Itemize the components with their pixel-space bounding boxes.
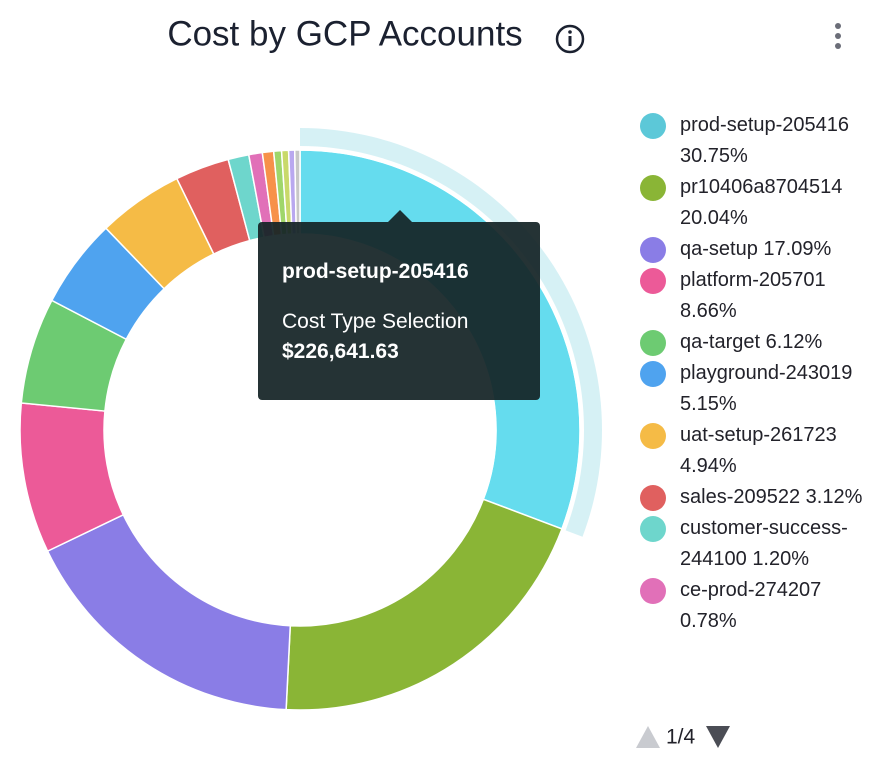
legend-entry[interactable]: qa-target 6.12% <box>638 327 888 358</box>
legend-value: 8.66% <box>680 300 737 322</box>
legend-swatch <box>640 578 666 604</box>
legend-swatch <box>640 423 666 449</box>
legend-text: qa-setup 17.09% <box>680 234 866 265</box>
tooltip: prod-setup-205416 Cost Type Selection $2… <box>258 210 540 400</box>
legend-text: ce-prod-274207 0.78% <box>680 575 866 637</box>
legend: prod-setup-205416 30.75% pr10406a8704514 … <box>638 110 888 708</box>
tooltip-value: $226,641.63 <box>282 340 399 363</box>
tooltip-title: prod-setup-205416 <box>282 260 469 283</box>
legend-entry[interactable]: prod-setup-205416 30.75% <box>638 110 888 172</box>
legend-label: prod-setup-205416 <box>680 114 850 136</box>
pager-label: 1/4 <box>666 726 696 749</box>
legend-value: 5.15% <box>680 393 737 415</box>
legend-entry[interactable]: platform-205701 8.66% <box>638 265 888 327</box>
legend-entry[interactable]: pr10406a8704514 20.04% <box>638 172 888 234</box>
chart-title: Cost by GCP Accounts <box>167 14 522 53</box>
donut <box>19 128 602 711</box>
legend-label: customer-success-244100 <box>680 517 848 570</box>
pager-next[interactable] <box>706 726 730 748</box>
legend-value: 0.78% <box>680 610 737 632</box>
legend-value: 20.04% <box>680 207 748 229</box>
slice[interactable] <box>285 498 563 711</box>
legend-text: prod-setup-205416 30.75% <box>680 110 866 172</box>
legend-text: uat-setup-261723 4.94% <box>680 420 866 482</box>
legend-value: 4.94% <box>680 455 737 477</box>
legend-text: qa-target 6.12% <box>680 327 866 358</box>
legend-text: platform-205701 8.66% <box>680 265 866 327</box>
legend-label: uat-setup-261723 <box>680 424 837 446</box>
legend-text: playground-243019 5.15% <box>680 358 866 420</box>
legend-label: qa-setup <box>680 238 758 260</box>
legend-label: qa-target <box>680 331 761 353</box>
legend-label: sales-209522 <box>680 486 801 508</box>
legend-text: pr10406a8704514 20.04% <box>680 172 866 234</box>
legend-entry[interactable]: ce-prod-274207 0.78% <box>638 575 888 637</box>
tooltip-label: Cost Type Selection <box>282 310 469 333</box>
info-icon[interactable] <box>555 24 585 54</box>
legend-swatch <box>640 268 666 294</box>
legend-entry[interactable]: uat-setup-261723 4.94% <box>638 420 888 482</box>
legend-label: ce-prod-274207 <box>680 579 822 601</box>
legend-text: sales-209522 3.12% <box>680 482 866 513</box>
legend-swatch <box>640 330 666 356</box>
legend-label: playground-243019 <box>680 362 853 384</box>
legend-swatch <box>640 485 666 511</box>
slice[interactable] <box>46 513 292 711</box>
legend-swatch <box>640 113 666 139</box>
legend-value: 1.20% <box>752 548 810 570</box>
legend-value: 3.12% <box>805 486 863 508</box>
legend-label: platform-205701 <box>680 269 826 291</box>
legend-entry[interactable]: qa-setup 17.09% <box>638 234 888 265</box>
legend-entry[interactable]: playground-243019 5.15% <box>638 358 888 420</box>
legend-text: customer-success-244100 1.20% <box>680 513 866 575</box>
legend-entry[interactable]: sales-209522 3.12% <box>638 482 888 513</box>
legend-swatch <box>640 175 666 201</box>
legend-swatch <box>640 361 666 387</box>
legend-swatch <box>640 516 666 542</box>
legend-value: 30.75% <box>680 145 748 167</box>
legend-swatch <box>640 237 666 263</box>
pager-prev[interactable] <box>636 726 660 748</box>
legend-pager: 1/4 <box>636 726 730 749</box>
legend-label: pr10406a8704514 <box>680 176 843 198</box>
more-menu[interactable] <box>835 23 841 49</box>
legend-entry[interactable]: customer-success-244100 1.20% <box>638 513 888 575</box>
legend-value: 6.12% <box>765 331 823 353</box>
legend-value: 17.09% <box>763 238 832 260</box>
